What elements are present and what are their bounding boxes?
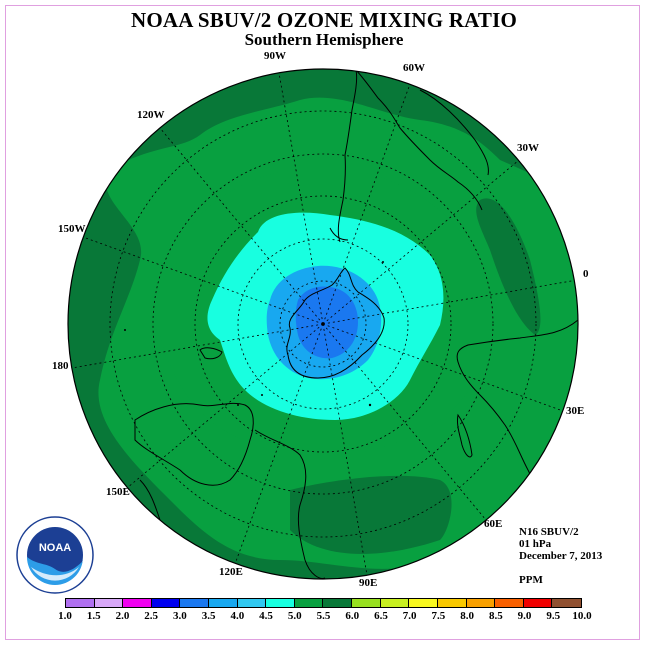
lon-label-90e: 90E bbox=[359, 577, 378, 589]
legend-tick-label: 8.5 bbox=[488, 610, 503, 622]
legend-swatch bbox=[180, 599, 210, 607]
legend-tick-label: 1.5 bbox=[86, 610, 101, 622]
legend-swatch bbox=[151, 599, 181, 607]
legend-swatch bbox=[237, 599, 267, 607]
info-satellite: N16 SBUV/2 bbox=[519, 526, 579, 538]
legend-tick-label: 4.0 bbox=[230, 610, 245, 622]
legend-tick-label: 1.0 bbox=[58, 610, 72, 622]
legend-swatch bbox=[266, 599, 295, 607]
color-legend bbox=[65, 598, 582, 608]
map-dark-pocket-south bbox=[290, 475, 452, 554]
lon-label-120e: 120E bbox=[219, 566, 243, 578]
lon-label-90w: 90W bbox=[264, 50, 286, 62]
info-date: December 7, 2013 bbox=[519, 550, 603, 562]
legend-tick-label: 2.0 bbox=[115, 610, 130, 622]
lon-label-180: 180 bbox=[52, 360, 69, 372]
legend-tick-label: 8.0 bbox=[460, 610, 474, 622]
legend-tick-label: 6.5 bbox=[374, 610, 388, 622]
legend-swatch bbox=[437, 599, 467, 607]
legend-swatch bbox=[123, 599, 152, 607]
legend-swatch bbox=[209, 599, 238, 607]
lon-label-30w: 30W bbox=[517, 142, 539, 154]
legend-swatch bbox=[495, 599, 524, 607]
noaa-logo-text: NOAA bbox=[39, 542, 71, 554]
lon-label-120w: 120W bbox=[137, 109, 165, 121]
lon-label-30e: 30E bbox=[566, 405, 585, 417]
legend-tick-label: 7.0 bbox=[402, 610, 417, 622]
lon-label-60e: 60E bbox=[484, 518, 503, 530]
legend-tick-label: 5.0 bbox=[287, 610, 302, 622]
lon-label-150w: 150W bbox=[58, 223, 86, 235]
legend-tick-label: 9.5 bbox=[546, 610, 561, 622]
legend-swatch bbox=[409, 599, 438, 607]
legend-swatch bbox=[294, 599, 324, 607]
legend-tick-label: 2.5 bbox=[144, 610, 159, 622]
legend-swatch bbox=[466, 599, 496, 607]
image-frame bbox=[5, 5, 640, 640]
legend-tick-label: 4.5 bbox=[259, 610, 273, 622]
map-dark-pocket-east bbox=[476, 198, 541, 335]
legend-tick-label: 3.5 bbox=[201, 610, 216, 622]
legend-swatch bbox=[352, 599, 381, 607]
legend-tick-label: 10.0 bbox=[572, 610, 592, 622]
legend-tick-label: 3.0 bbox=[173, 610, 187, 622]
legend-swatch bbox=[523, 599, 553, 607]
legend-swatch bbox=[94, 599, 124, 607]
map-center-region bbox=[295, 286, 358, 359]
lon-label-0: 0 bbox=[583, 268, 589, 280]
legend-swatch bbox=[552, 599, 581, 607]
legend-tick-label: 9.0 bbox=[517, 610, 532, 622]
legend-tick-label: 7.5 bbox=[431, 610, 446, 622]
map-boundary bbox=[67, 68, 579, 580]
page-subtitle: Southern Hemisphere bbox=[244, 30, 404, 49]
legend-tick-label: 6.0 bbox=[345, 610, 360, 622]
legend-tick-label: 5.5 bbox=[316, 610, 331, 622]
legend-swatch bbox=[380, 599, 410, 607]
info-level: 01 hPa bbox=[519, 538, 552, 550]
lon-label-60w: 60W bbox=[403, 62, 425, 74]
info-units: PPM bbox=[519, 574, 543, 586]
lon-label-150e: 150E bbox=[106, 486, 130, 498]
legend-swatch bbox=[323, 599, 353, 607]
page-title: NOAA SBUV/2 OZONE MIXING RATIO bbox=[131, 8, 517, 32]
legend-swatch bbox=[66, 599, 95, 607]
noaa-logo: NOAA bbox=[16, 516, 94, 594]
